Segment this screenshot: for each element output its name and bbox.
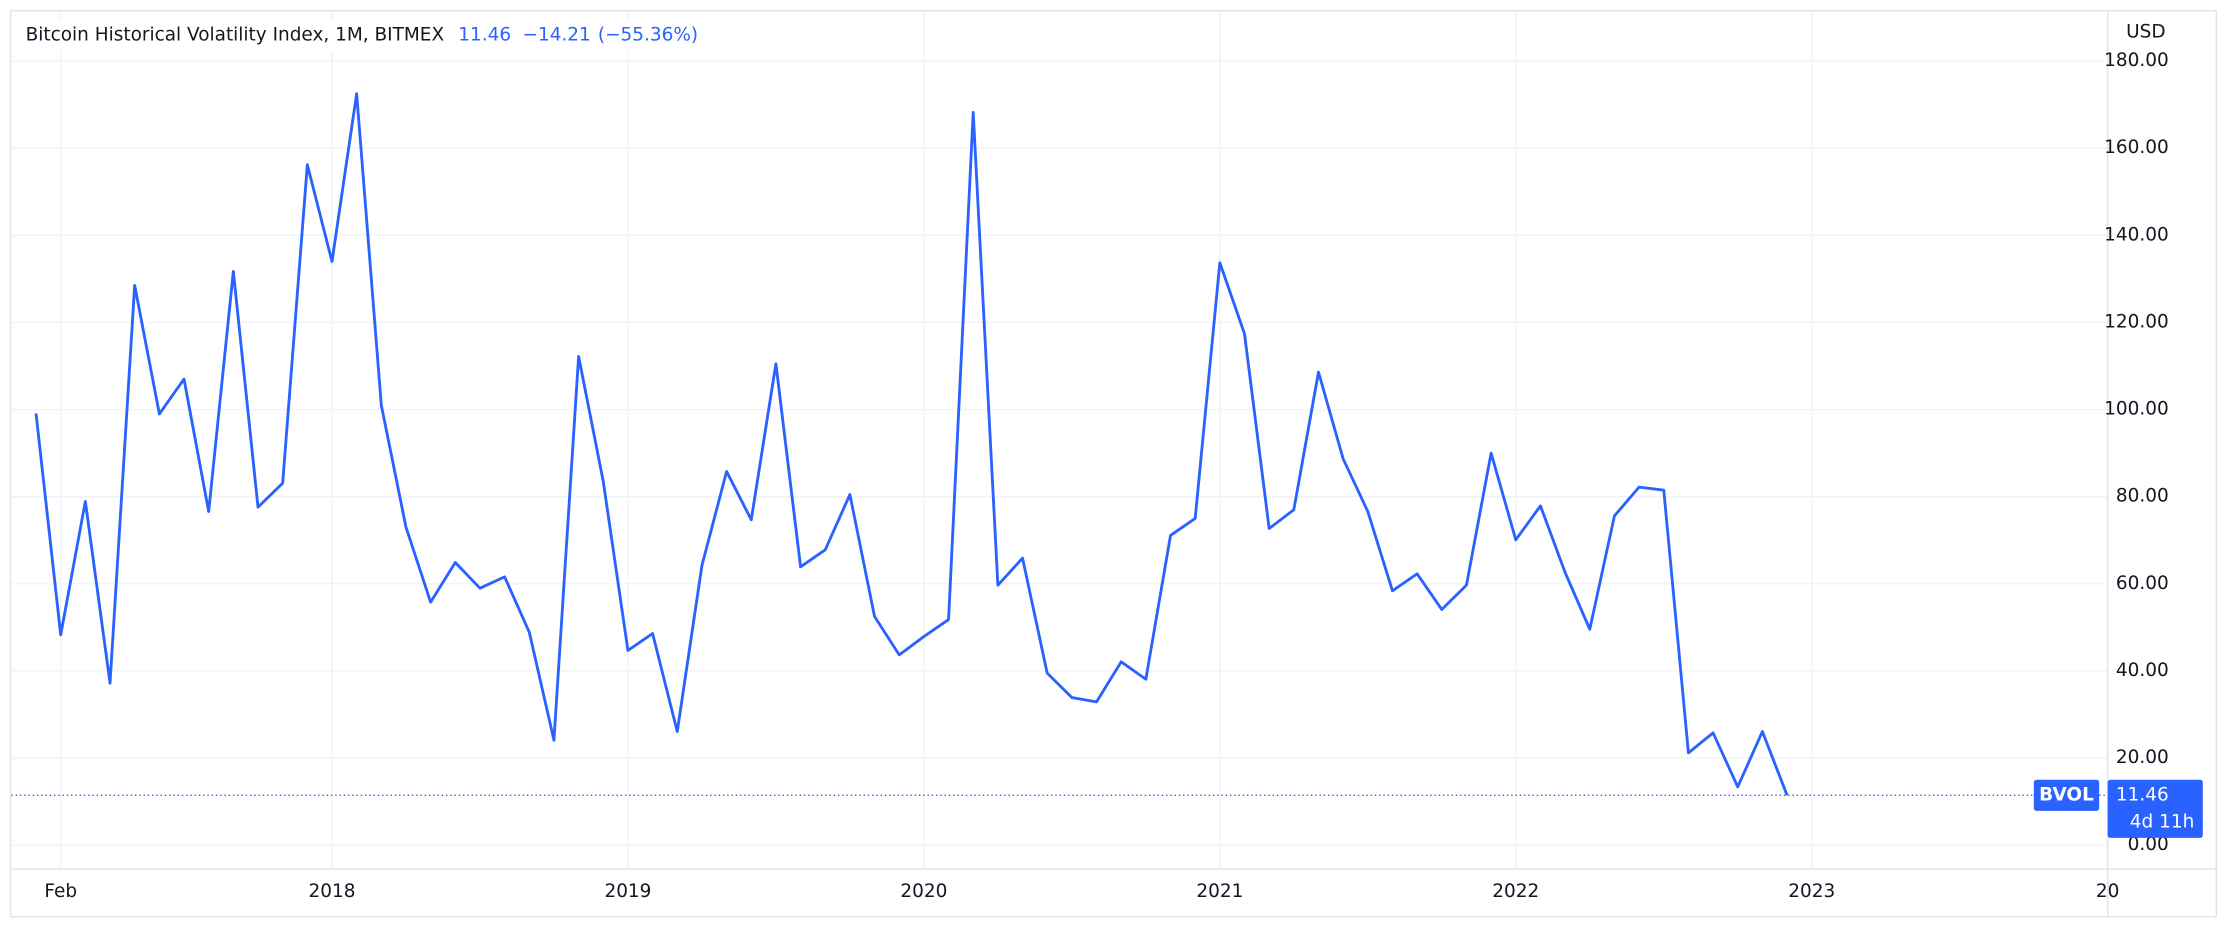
- legend-title: Bitcoin Historical Volatility Index, 1M,…: [26, 25, 445, 46]
- price-tag-box: [2107, 779, 2203, 838]
- y-tick-label: 60.00: [2116, 573, 2169, 594]
- x-tick-label: 20: [2096, 881, 2119, 902]
- symbol-label: BVOL: [2039, 784, 2094, 805]
- y-tick-label: 180.00: [2104, 50, 2169, 71]
- y-tick-label: 40.00: [2116, 660, 2169, 681]
- chart-frame: [9, 9, 2218, 918]
- legend-change: −14.21: [523, 25, 591, 46]
- currency-label: USD: [2126, 22, 2165, 43]
- x-tick-label: 2023: [1788, 881, 1835, 902]
- x-tick-label: 2022: [1492, 881, 1539, 902]
- y-tick-label: 140.00: [2104, 224, 2169, 245]
- x-tick-label: 2021: [1196, 881, 1243, 902]
- legend-change-pct: (−55.36%): [598, 25, 698, 46]
- y-tick-label: 160.00: [2104, 137, 2169, 158]
- y-tick-label: 120.00: [2104, 311, 2169, 332]
- x-tick-label: Feb: [44, 881, 77, 902]
- price-tag: BVOL 11.46 4d 11h: [2033, 779, 2203, 838]
- y-tick-label: 80.00: [2116, 486, 2169, 507]
- data-line: [34, 92, 1789, 796]
- y-tick-label: 100.00: [2104, 399, 2169, 420]
- legend-last: 11.46: [458, 25, 511, 46]
- countdown-label: 4d 11h: [2130, 811, 2195, 832]
- legend: Bitcoin Historical Volatility Index, 1M,…: [26, 25, 699, 46]
- symbol-tag: [2033, 779, 2100, 811]
- last-value-label: 11.46: [2116, 784, 2169, 805]
- x-tick-label: 2019: [604, 881, 651, 902]
- x-tick-label: 2020: [900, 881, 947, 902]
- y-tick-label: 0.00: [2128, 834, 2169, 855]
- axes: 0.00 20.00 40.00 60.00 80.00 100.00 120.00 140.…: [44, 50, 2168, 902]
- y-tick-label: 20.00: [2116, 747, 2169, 768]
- x-tick-label: 2018: [309, 881, 356, 902]
- legend-background: [14, 19, 753, 52]
